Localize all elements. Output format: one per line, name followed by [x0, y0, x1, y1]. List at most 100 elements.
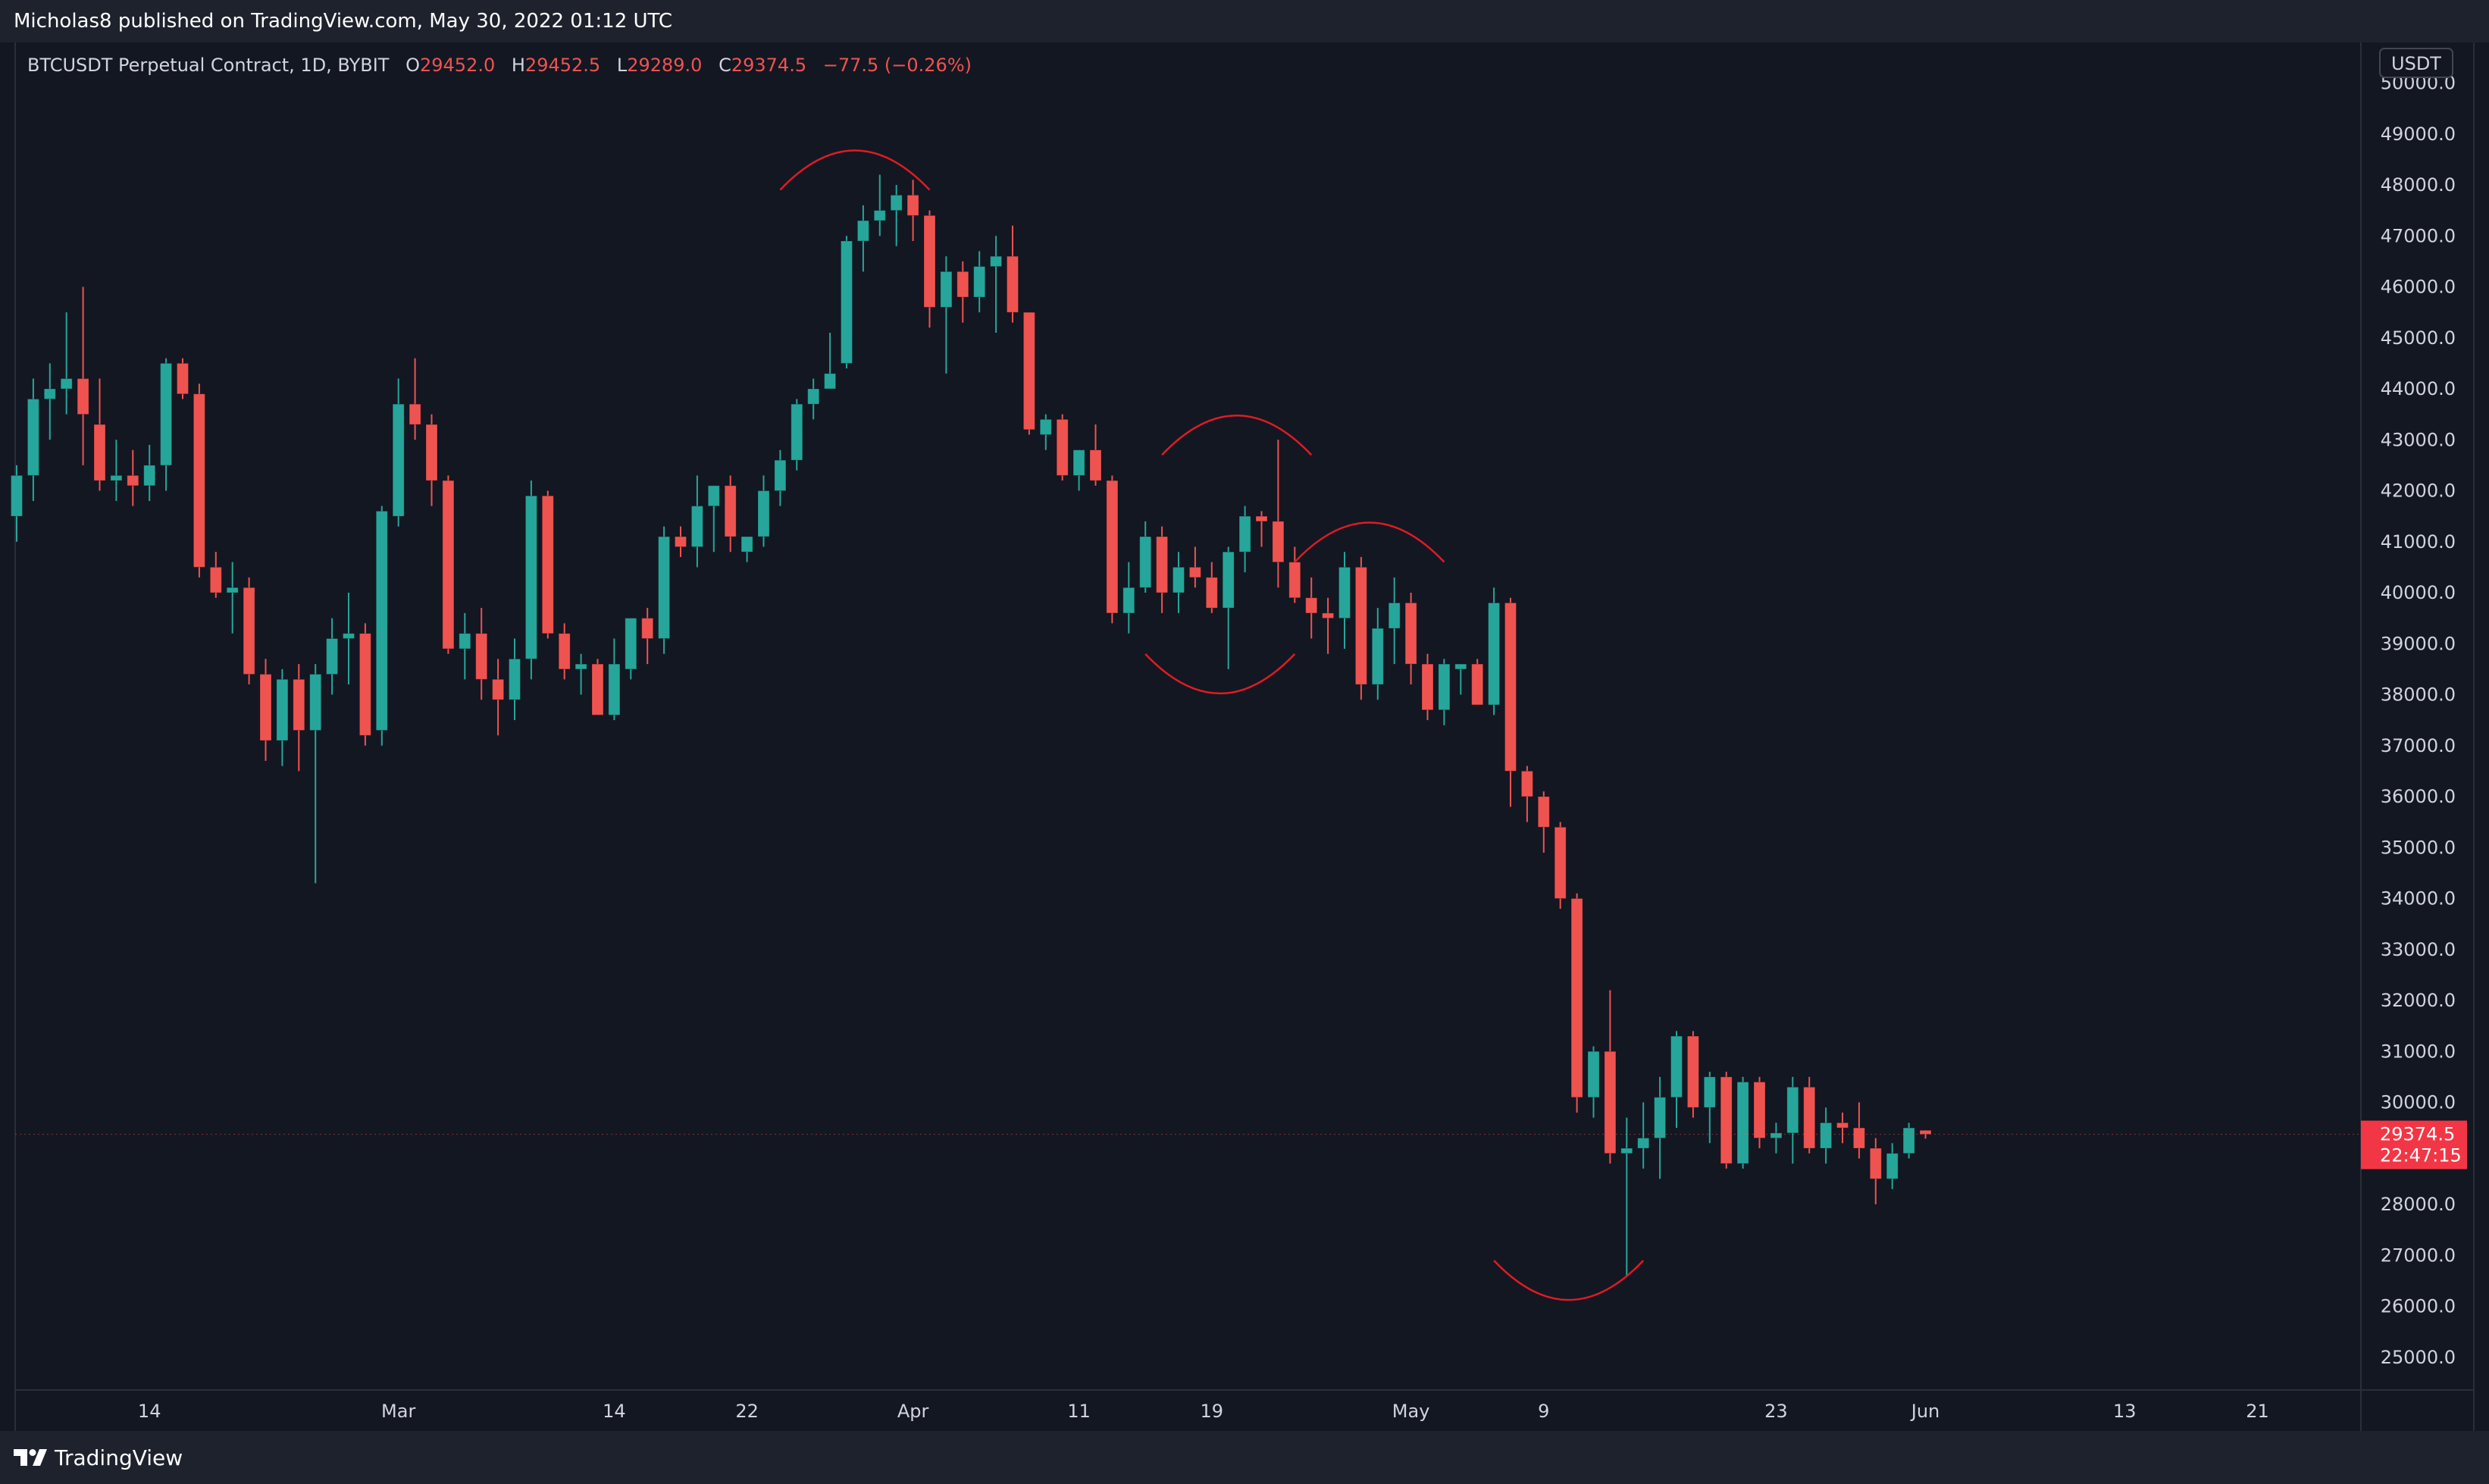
price-tick-label: 33000.0 [2381, 939, 2456, 960]
drawing-annotations[interactable] [779, 149, 1645, 1301]
price-tick-label: 25000.0 [2381, 1347, 2456, 1368]
date-tick-label: May [1392, 1401, 1430, 1422]
price-chart[interactable]: 50000.049000.048000.047000.046000.045000… [0, 0, 2489, 1431]
candle-body-down [1156, 536, 1169, 593]
candle-body-down [1520, 770, 1533, 797]
candle-body-up [60, 378, 73, 390]
last-price-value: 29374.5 [2380, 1124, 2455, 1145]
candle-body-up [509, 658, 521, 700]
candle-body-up [690, 506, 703, 547]
price-tick-label: 44000.0 [2381, 378, 2456, 399]
candle-body-down [558, 633, 571, 670]
candle-body-up [276, 678, 289, 741]
candle-body-up [309, 674, 322, 731]
candle-body-down [1089, 449, 1102, 481]
candle-body-up [658, 536, 671, 640]
candle-body-up [856, 220, 869, 242]
candle-body-up [1770, 1132, 1783, 1139]
candle-body-down [923, 214, 936, 308]
candle-body-up [940, 271, 953, 308]
date-tick-label: 14 [603, 1401, 626, 1422]
candle-body-down [1504, 602, 1517, 772]
candle-body-up [11, 474, 23, 517]
candle-body-up [226, 587, 239, 593]
candle-body-up [110, 474, 123, 481]
candle-body-up [1172, 566, 1185, 593]
date-tick-label: Mar [381, 1401, 415, 1422]
candle-body-up [1587, 1050, 1600, 1098]
legend-close-label: C [719, 55, 731, 76]
legend-text: BTCUSDT Perpetual Contract, 1D, BYBIT O2… [27, 55, 972, 76]
candle-body-up [1122, 587, 1135, 614]
legend-low-label: L [617, 55, 628, 76]
candle-body-up [791, 403, 803, 461]
price-tick-label: 48000.0 [2381, 174, 2456, 196]
candle-body-up [143, 465, 156, 487]
candle-body-down [1322, 612, 1335, 619]
candle-body-up [824, 373, 837, 390]
publish-header: Micholas8 published on TradingView.com, … [0, 0, 2489, 42]
price-tick-label: 28000.0 [2381, 1194, 2456, 1215]
candle-body-down [1919, 1129, 1932, 1135]
arc-annotation-top[interactable] [1161, 415, 1313, 456]
candle-body-up [1488, 602, 1501, 706]
date-tick-label: 23 [1764, 1401, 1788, 1422]
price-axis[interactable]: 50000.049000.048000.047000.046000.045000… [2381, 73, 2456, 1368]
candle-body-down [1404, 602, 1417, 665]
candle-body-down [409, 403, 421, 425]
candle-body-down [243, 587, 255, 675]
candle-body-up [707, 485, 720, 507]
time-axis[interactable]: 14 Mar 14 22 Apr 11 19 May 9 23 Jun 13 21 [138, 1401, 2269, 1422]
candle-body-down [675, 536, 687, 547]
date-tick-label: 22 [735, 1401, 759, 1422]
candle-body-down [1007, 255, 1019, 313]
candlestick-series [11, 174, 2361, 1276]
candle-body-down [1753, 1082, 1766, 1139]
candle-body-up [740, 536, 753, 553]
candle-body-up [973, 266, 986, 298]
candle-body-up [459, 633, 471, 650]
candle-body-up [43, 388, 56, 399]
candle-body-up [1902, 1127, 1915, 1154]
candle-body-up [392, 403, 405, 517]
currency-badge[interactable] [2379, 48, 2453, 78]
candle-body-up [1438, 663, 1451, 711]
candle-body-down [77, 378, 89, 415]
arc-annotation-bottom[interactable] [1144, 653, 1296, 694]
arc-annotation-top[interactable] [779, 149, 931, 191]
candle-body-down [177, 362, 189, 395]
candle-body-up [1703, 1076, 1716, 1108]
candle-body-up [1454, 663, 1467, 670]
currency-label: USDT [2391, 53, 2441, 74]
tradingview-logo-icon [14, 1449, 47, 1466]
candle-body-down [1106, 480, 1119, 614]
candle-body-down [259, 674, 272, 741]
candle-body-down [1288, 562, 1301, 599]
candle-body-down [1720, 1076, 1733, 1164]
candle-body-up [1338, 566, 1351, 619]
price-tick-label: 47000.0 [2381, 225, 2456, 246]
price-tick-label: 45000.0 [2381, 327, 2456, 349]
candle-body-up [160, 362, 173, 466]
candle-body-down [541, 495, 554, 634]
arc-annotation-bottom[interactable] [1493, 1260, 1645, 1301]
chart-pane-background [15, 42, 2361, 1390]
arc-annotation-top[interactable] [1294, 521, 1445, 563]
candle-body-down [724, 485, 737, 537]
candle-body-down [1305, 597, 1318, 614]
date-tick-label: Apr [897, 1401, 929, 1422]
candle-body-down [93, 424, 106, 481]
candle-body-up [524, 495, 537, 659]
candle-body-up [1620, 1147, 1633, 1154]
price-tick-label: 37000.0 [2381, 735, 2456, 756]
candle-body-down [1836, 1122, 1849, 1129]
price-tick-label: 31000.0 [2381, 1041, 2456, 1062]
candle-body-up [1736, 1082, 1749, 1164]
date-tick-label: 13 [2113, 1401, 2137, 1422]
candle-body-up [326, 638, 339, 675]
candle-body-up [375, 510, 388, 731]
candle-body-down [1604, 1050, 1617, 1154]
candle-body-up [343, 633, 355, 640]
candle-body-down [1188, 566, 1201, 578]
candle-body-up [990, 255, 1003, 268]
